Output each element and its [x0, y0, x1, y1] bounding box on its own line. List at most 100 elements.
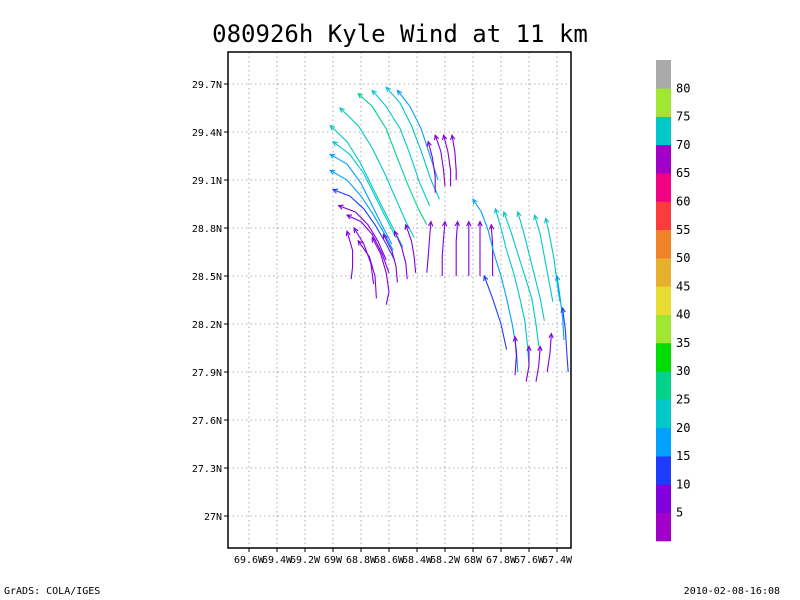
colorbar-swatch: [656, 88, 671, 117]
colorbar: 5 10 15 20 25 30 35 40 45 50 55 60 65 70 75 80: [656, 60, 690, 542]
streamline-arrowhead: [427, 220, 434, 227]
grid-lines: [228, 52, 571, 548]
streamline-14: [346, 231, 354, 280]
colorbar-swatch: [656, 229, 671, 259]
colorbar-label: 5: [676, 506, 683, 520]
y-tick-label: 27.9N: [192, 368, 222, 379]
colorbar-label: 10: [676, 477, 690, 491]
colorbar-swatch: [656, 456, 671, 485]
streamline-39: [514, 336, 517, 376]
streamline-arrowhead: [382, 233, 388, 240]
streamline-arrowhead: [526, 345, 532, 352]
y-axis-ticks: 27N 27.3N 27.6N 27.9N 28.2N 28.5N 28.8N 29.1N 29…: [192, 80, 228, 523]
streamline-27: [434, 135, 446, 187]
streamline-arrowhead: [329, 153, 336, 159]
y-tick-label: 27.6N: [192, 416, 222, 427]
streamline-38: [483, 275, 508, 350]
streamline-33: [517, 211, 545, 321]
footer-timestamp: 2010-02-08-16:08: [683, 586, 780, 597]
colorbar-swatch: [656, 286, 671, 315]
colorbar-swatch: [656, 512, 671, 542]
streamline-layer: [329, 86, 569, 382]
streamline-32: [503, 211, 540, 347]
streamline-40: [525, 346, 530, 382]
colorbar-swatch: [656, 258, 671, 287]
streamline-41: [535, 346, 541, 382]
streamline-12: [346, 214, 390, 273]
streamline-22: [455, 221, 459, 276]
streamline-34: [534, 215, 554, 302]
streamline-4: [396, 90, 439, 181]
plot-frame: [227, 51, 572, 549]
streamline-35: [545, 218, 561, 302]
colorbar-label: 20: [676, 421, 690, 435]
streamline-arrowhead: [488, 223, 495, 230]
streamline-arrowhead: [329, 124, 336, 131]
streamline-arrowhead: [404, 223, 410, 230]
colorbar-label: 25: [676, 393, 690, 407]
colorbar-swatch: [656, 144, 671, 174]
streamline-16: [371, 237, 390, 305]
colorbar-label: 60: [676, 195, 690, 209]
streamline-arrowhead: [385, 86, 392, 93]
colorbar-swatch: [656, 201, 671, 231]
streamline-28: [443, 135, 452, 187]
y-tick-label: 27N: [204, 512, 222, 523]
streamline-arrowhead: [472, 198, 478, 205]
streamline-19: [405, 224, 417, 273]
colorbar-label: 80: [676, 81, 690, 95]
colorbar-label: 35: [676, 336, 690, 350]
streamline-15: [357, 240, 377, 299]
streamline-arrowhead: [329, 169, 336, 175]
streamline-8: [329, 153, 393, 245]
y-tick-label: 28.2N: [192, 320, 222, 331]
streamline-31: [494, 208, 530, 366]
footer-credit: GrADS: COLA/IGES: [4, 586, 101, 597]
streamline-arrowhead: [483, 274, 489, 282]
colorbar-label: 75: [676, 110, 690, 124]
streamline-arrowhead: [502, 210, 508, 218]
colorbar-swatch: [656, 427, 671, 457]
colorbar-label: 70: [676, 138, 690, 152]
streamline-arrowhead: [533, 213, 539, 221]
streamline-arrowhead: [345, 229, 351, 237]
x-tick-label: 69W: [324, 555, 343, 566]
streamline-arrowhead: [454, 220, 460, 227]
colorbar-label: 65: [676, 166, 690, 180]
streamline-arrowhead: [331, 188, 339, 194]
colorbar-label: 50: [676, 251, 690, 265]
streamline-arrowhead: [516, 210, 522, 217]
streamline-arrowhead: [512, 335, 518, 342]
streamline-arrowhead: [560, 306, 566, 313]
colorbar-swatch: [656, 342, 671, 372]
streamline-arrowhead: [331, 140, 339, 147]
x-tick-label: 69.2W: [290, 555, 321, 566]
streamline-arrowhead: [345, 214, 353, 220]
x-tick-label: 68.6W: [374, 555, 405, 566]
streamline-arrowhead: [442, 133, 448, 141]
colorbar-swatch: [656, 399, 671, 429]
streamline-arrowhead: [466, 220, 472, 227]
streamline-arrowhead: [544, 217, 550, 224]
colorbar-swatch: [656, 371, 671, 400]
colorbar-swatch: [656, 173, 671, 202]
streamline-36: [556, 275, 565, 341]
streamline-arrowhead: [537, 345, 543, 352]
streamline-arrowhead: [371, 89, 378, 96]
chart-title: 080926h Kyle Wind at 11 km: [212, 20, 588, 48]
streamline-arrowhead: [548, 332, 554, 339]
streamline-arrowhead: [396, 89, 403, 96]
streamline-arrowhead: [353, 226, 359, 234]
streamline-arrowhead: [357, 239, 363, 246]
streamline-20: [426, 221, 432, 273]
y-tick-label: 28.5N: [192, 272, 222, 283]
y-tick-label: 29.7N: [192, 80, 222, 91]
streamline-arrowhead: [450, 133, 456, 141]
x-tick-label: 69.4W: [262, 555, 293, 566]
streamline-29: [451, 135, 457, 180]
streamline-3: [385, 86, 440, 200]
y-tick-label: 29.1N: [192, 176, 222, 187]
streamline-arrowhead: [337, 204, 344, 210]
streamline-arrowhead: [426, 140, 432, 147]
